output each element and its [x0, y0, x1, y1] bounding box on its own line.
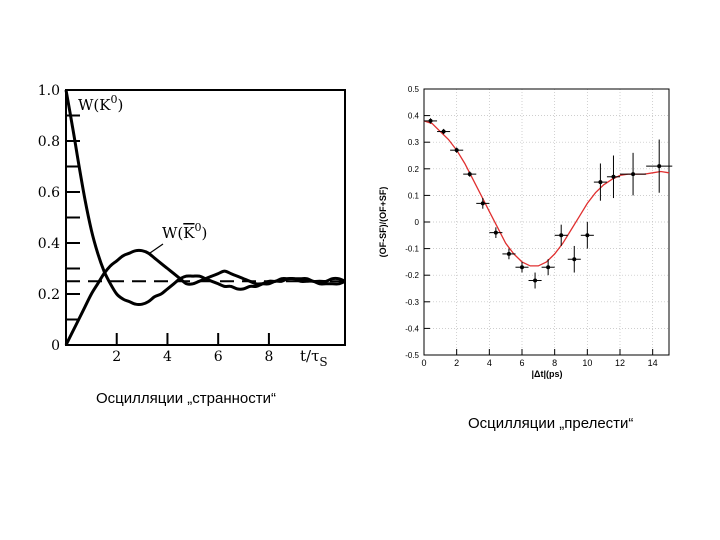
left-x-axis-label: t/τS [300, 347, 328, 369]
data-point [424, 118, 438, 124]
antikaon-probability-curve [64, 248, 346, 346]
data-point-marker [506, 251, 511, 256]
strangeness-oscillation-caption: Осцилляции „странности“ [96, 390, 276, 407]
data-point [489, 227, 503, 238]
data-point-marker [546, 265, 551, 270]
right-y-tick-label: 0.2 [408, 165, 420, 174]
data-point [541, 259, 555, 276]
data-point-marker [585, 233, 590, 238]
data-point [620, 152, 647, 196]
right-y-tick-label: -0.3 [405, 298, 419, 307]
data-point [528, 272, 542, 289]
data-point [515, 261, 529, 273]
right-y-axis-ticks: -0.5 -0.4 -0.3 -0.2 -0.1 0 0.1 0.2 0.3 0.4 0.5 [405, 85, 430, 360]
data-point [606, 155, 620, 199]
left-y-tick-label: 0 [51, 338, 60, 354]
left-y-tick-label: 1.0 [38, 83, 60, 99]
data-point-marker [631, 172, 636, 177]
left-y-tick-label: 0.6 [38, 185, 60, 201]
kaon-probability-curve [64, 89, 346, 306]
right-y-tick-label: -0.2 [405, 271, 419, 280]
data-point-marker [520, 265, 524, 270]
right-y-tick-label: 0 [415, 218, 420, 227]
data-point [463, 171, 477, 177]
right-x-axis-label: |Δt|(ps) [532, 369, 563, 379]
left-y-tick-label: 0.8 [38, 134, 60, 150]
data-point [580, 222, 594, 249]
data-point [437, 128, 451, 135]
right-y-tick-label: 0.5 [408, 85, 420, 94]
right-x-tick-label: 0 [421, 358, 426, 368]
right-x-tick-label: 6 [519, 358, 524, 368]
data-point-marker [559, 233, 564, 238]
antikaon-label-pointer [149, 243, 164, 254]
right-x-tick-label: 8 [552, 358, 557, 368]
antikaon-curve-label: W(K0) [162, 221, 207, 242]
left-y-tick-label: 0.2 [38, 287, 60, 303]
right-y-tick-label: -0.5 [405, 351, 419, 360]
kaon-curve-label: W(K0) [78, 93, 123, 114]
beauty-oscillation-caption: Осцилляции „прелести“ [468, 415, 634, 432]
data-point-marker [611, 174, 616, 179]
data-point [593, 163, 607, 201]
kaon-oscillation-chart: 0 0.2 0.4 0.6 0.8 1.0 2 4 6 8 W(K0) W(K0) t/τS [38, 83, 346, 369]
left-x-tick-label: 8 [264, 349, 273, 365]
right-x-axis-ticks: 0 2 4 6 8 10 12 14 [421, 349, 658, 368]
right-y-tick-label: 0.1 [408, 191, 420, 200]
b-meson-oscillation-chart: -0.5 -0.4 -0.3 -0.2 -0.1 0 0.1 0.2 0.3 0.4 0.5 0 2 4… [378, 85, 673, 379]
left-y-tick-label: 0.4 [38, 236, 60, 252]
left-y-axis-ticks: 0 0.2 0.4 0.6 0.8 1.0 [38, 83, 80, 354]
data-points [424, 118, 673, 289]
data-point-marker [598, 180, 603, 185]
right-y-axis-label: (OF-SF)/(OF+SF) [378, 187, 388, 258]
data-point [476, 198, 490, 209]
right-x-tick-label: 2 [454, 358, 459, 368]
left-x-tick-label: 6 [214, 349, 223, 365]
left-x-tick-label: 2 [112, 349, 121, 365]
data-point-marker [441, 129, 446, 134]
data-point-marker [572, 257, 577, 262]
right-x-tick-label: 12 [615, 358, 625, 368]
right-x-tick-label: 10 [582, 358, 592, 368]
right-y-tick-label: -0.1 [405, 245, 419, 254]
data-point-marker [454, 148, 459, 153]
data-point [554, 224, 568, 246]
data-point [450, 147, 464, 153]
right-y-tick-label: -0.4 [405, 324, 419, 333]
data-point-marker [480, 201, 485, 206]
right-x-tick-label: 4 [487, 358, 492, 368]
left-x-axis-ticks: 2 4 6 8 [112, 333, 273, 365]
data-point-marker [428, 118, 433, 123]
data-point-marker [533, 278, 538, 283]
data-point-marker [493, 230, 498, 235]
data-point [567, 245, 581, 273]
data-point [646, 139, 673, 193]
right-x-tick-label: 14 [648, 358, 658, 368]
left-x-tick-label: 4 [163, 349, 172, 365]
data-point-marker [467, 172, 472, 177]
data-point [502, 248, 516, 260]
data-point-marker [657, 164, 662, 169]
right-y-tick-label: 0.3 [408, 138, 420, 147]
right-y-tick-label: 0.4 [408, 112, 420, 121]
left-plot-frame [65, 89, 346, 346]
